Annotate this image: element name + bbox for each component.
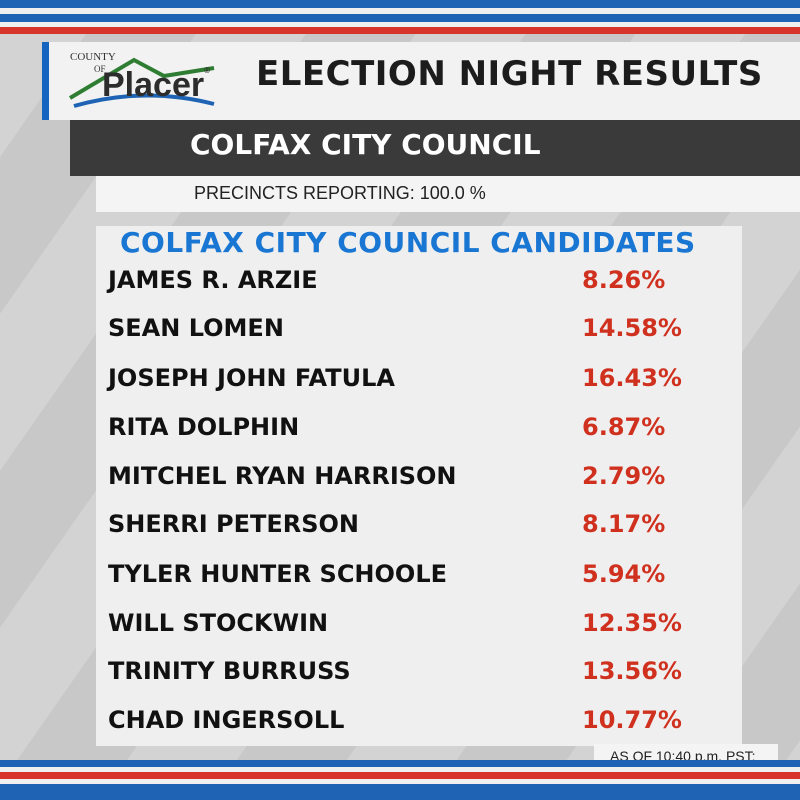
candidate-name: WILL STOCKWIN (108, 609, 329, 637)
race-title: COLFAX CITY COUNCIL (190, 128, 541, 161)
candidate-percent: 5.94% (582, 560, 666, 588)
candidate-percent: 8.26% (582, 266, 666, 294)
candidate-name: SEAN LOMEN (108, 314, 284, 342)
logo-county-text: COUNTY (70, 51, 116, 63)
top-stripes (0, 0, 800, 40)
candidate-percent: 14.58% (582, 314, 682, 342)
candidate-percent: 12.35% (582, 609, 682, 637)
candidate-name: RITA DOLPHIN (108, 413, 300, 441)
mountain-logo-icon (68, 57, 215, 108)
candidates-title: COLFAX CITY COUNCIL CANDIDATES (120, 226, 696, 259)
race-title-bar (70, 120, 800, 176)
candidate-name: SHERRI PETERSON (108, 510, 360, 538)
header-accent (42, 42, 49, 120)
candidates-panel (96, 226, 742, 746)
candidate-percent: 2.79% (582, 462, 666, 490)
page-title: ELECTION NIGHT RESULTS (256, 54, 763, 94)
candidate-name: JOSEPH JOHN FATULA (108, 364, 395, 392)
bottom-stripes (0, 760, 800, 800)
precincts-bar (96, 176, 800, 212)
logo-placer-text: Placer® (102, 66, 210, 104)
candidate-percent: 13.56% (582, 657, 682, 685)
candidate-name: JAMES R. ARZIE (108, 266, 318, 294)
county-logo: COUNTY OF Placer® (64, 46, 224, 116)
candidate-name: MITCHEL RYAN HARRISON (108, 462, 457, 490)
candidate-percent: 16.43% (582, 364, 682, 392)
candidate-name: TYLER HUNTER SCHOOLE (108, 560, 448, 588)
candidate-name: CHAD INGERSOLL (108, 706, 345, 734)
precincts-reporting: PRECINCTS REPORTING: 100.0 % (194, 183, 486, 203)
logo-of-text: OF (94, 64, 106, 74)
header-bar (42, 42, 800, 120)
candidate-percent: 6.87% (582, 413, 666, 441)
candidate-percent: 8.17% (582, 510, 666, 538)
candidate-name: TRINITY BURRUSS (108, 657, 351, 685)
candidate-percent: 10.77% (582, 706, 682, 734)
